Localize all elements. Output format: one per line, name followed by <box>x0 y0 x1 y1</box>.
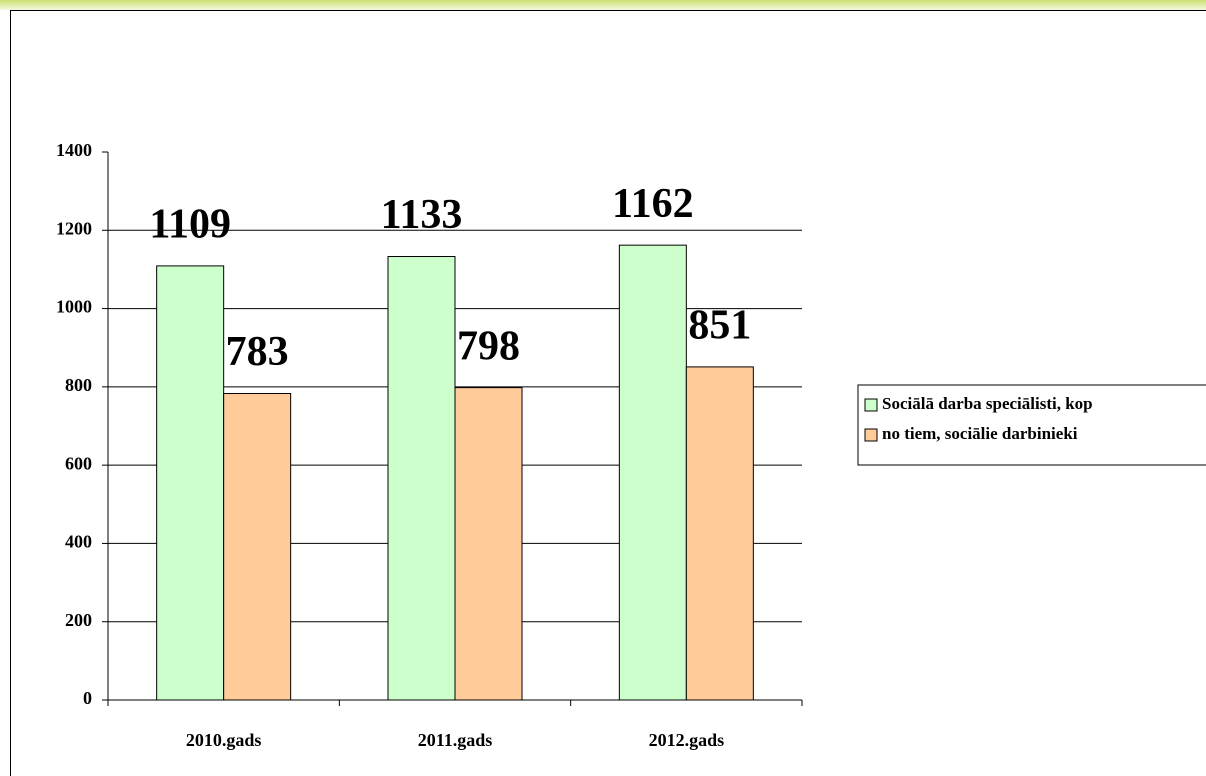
value-label: 1133 <box>381 192 463 238</box>
y-tick-label: 200 <box>65 610 92 630</box>
bar <box>454 387 523 701</box>
bar <box>685 366 754 701</box>
y-tick-label: 600 <box>65 453 92 473</box>
bar <box>223 393 292 701</box>
y-tick-label: 800 <box>65 375 92 395</box>
legend-label: Sociālā darba speciālisti, kop <box>882 394 1093 413</box>
y-tick-label: 1000 <box>56 297 92 317</box>
x-tick-label: 2010.gads <box>186 730 262 750</box>
legend-label: no tiem, sociālie darbinieki <box>882 424 1078 443</box>
y-tick-label: 1200 <box>56 218 92 238</box>
bar <box>156 265 225 701</box>
x-tick-label: 2011.gads <box>418 730 493 750</box>
value-label: 798 <box>457 323 520 369</box>
value-label: 1162 <box>612 181 694 227</box>
y-tick-label: 0 <box>83 688 92 708</box>
legend-swatch <box>864 428 878 442</box>
top-strip <box>0 0 1206 10</box>
legend-swatch <box>864 398 878 412</box>
bar <box>387 256 456 701</box>
y-tick-label: 400 <box>65 532 92 552</box>
bar <box>618 244 687 701</box>
value-label: 851 <box>688 303 751 349</box>
value-label: 1109 <box>149 202 231 248</box>
x-tick-label: 2012.gads <box>649 730 725 750</box>
legend-box <box>857 384 1206 466</box>
value-label: 783 <box>226 329 289 375</box>
y-tick-label: 1400 <box>56 140 92 160</box>
